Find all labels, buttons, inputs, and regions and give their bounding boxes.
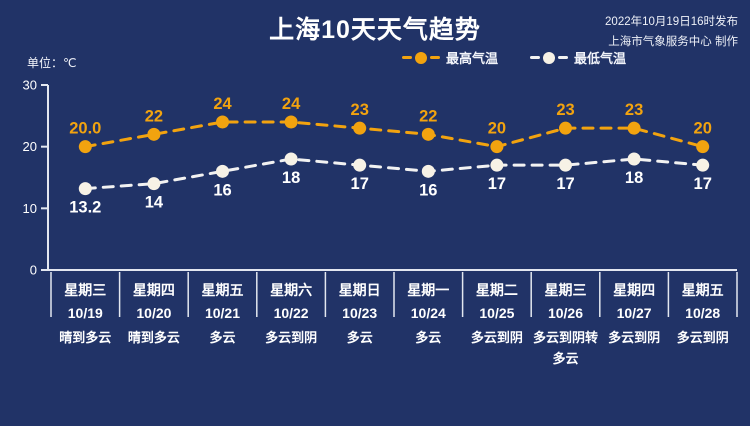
day-weekday-label: 星期二 <box>476 282 518 298</box>
high-temp-value-label: 24 <box>282 95 301 113</box>
high-temp-value-label: 20 <box>694 120 712 138</box>
day-date-label: 10/23 <box>342 305 377 321</box>
day-weather-label: 多云到阴转 <box>533 330 598 345</box>
high-temp-series-point <box>216 115 229 129</box>
low-temp-series-point <box>490 158 504 172</box>
day-weather-label: 多云到阴 <box>471 330 523 345</box>
high-temp-series-point <box>627 121 641 135</box>
day-date-label: 10/28 <box>685 305 720 321</box>
high-temp-series-line <box>83 120 705 149</box>
day-weather-label: 多云 <box>209 330 235 345</box>
y-tick-label: 10 <box>23 201 37 216</box>
low-temp-series-line <box>83 157 705 191</box>
day-date-label: 10/21 <box>205 305 240 321</box>
high-temp-value-label: 20 <box>488 120 506 138</box>
day-date-label: 10/22 <box>274 305 309 321</box>
day-weekday-label: 星期五 <box>682 282 724 298</box>
high-temp-value-label: 23 <box>625 101 643 119</box>
high-temp-value-label: 22 <box>419 107 437 125</box>
low-temp-series-point <box>216 164 229 178</box>
high-temp-series-point <box>284 115 298 129</box>
day-date-label: 10/20 <box>136 305 171 321</box>
high-temp-series-point <box>559 121 572 135</box>
high-temp-series-point <box>78 140 92 154</box>
day-date-label: 10/19 <box>68 305 103 321</box>
page-title: 上海10天天气趋势 <box>269 16 481 44</box>
legend-item-low: 最低气温 <box>530 48 626 67</box>
low-temp-series-point <box>284 152 298 166</box>
low-temp-value-label: 14 <box>145 194 164 212</box>
publish-date: 2022年10月19日16时发布 <box>605 16 738 28</box>
day-weather-label: 多云到阴 <box>677 330 729 345</box>
low-temp-value-label: 13.2 <box>69 199 101 217</box>
high-temp-series-point <box>490 140 504 154</box>
day-weekday-label: 星期一 <box>407 282 449 298</box>
day-weather-label-line2: 多云 <box>552 351 578 366</box>
chart-legend: 最高气温 最低气温 <box>402 48 626 67</box>
low-temp-value-label: 18 <box>625 169 643 187</box>
high-temp-marker-icon <box>402 51 440 64</box>
high-temp-value-label: 20.0 <box>69 120 101 138</box>
legend-item-high: 最高气温 <box>402 48 498 67</box>
day-weather-label: 多云 <box>415 330 441 345</box>
low-temp-value-label: 17 <box>556 175 574 193</box>
unit-label: 单位：℃ <box>27 56 77 70</box>
legend-low-label: 最低气温 <box>574 51 627 66</box>
day-weekday-label: 星期六 <box>270 282 312 298</box>
low-temp-series-point <box>421 164 435 178</box>
day-date-label: 10/24 <box>411 305 446 321</box>
publish-info: 2022年10月19日16时发布 上海市气象服务中心 制作 <box>605 13 738 52</box>
low-temp-value-label: 16 <box>213 181 231 199</box>
y-tick-label: 20 <box>23 139 37 154</box>
high-temp-value-label: 22 <box>145 107 163 125</box>
high-temp-series-point <box>421 127 435 141</box>
day-weekday-label: 星期三 <box>545 282 587 298</box>
high-temp-series-point <box>353 121 367 135</box>
low-temp-value-label: 17 <box>351 175 369 193</box>
day-weekday-label: 星期三 <box>64 282 106 298</box>
low-temp-value-label: 18 <box>282 169 300 187</box>
low-temp-series-point <box>627 152 641 166</box>
high-temp-value-label: 23 <box>556 101 574 119</box>
legend-high-label: 最高气温 <box>446 51 499 66</box>
low-temp-marker-icon <box>530 51 569 64</box>
day-weekday-label: 星期四 <box>613 282 655 298</box>
day-date-label: 10/26 <box>548 305 583 321</box>
low-temp-series-point <box>147 177 161 191</box>
high-temp-value-label: 24 <box>213 95 232 113</box>
low-temp-series-point <box>559 158 572 172</box>
day-weekday-label: 星期日 <box>339 282 381 298</box>
day-weather-label: 晴到多云 <box>59 330 111 345</box>
day-weather-label: 多云 <box>347 330 373 345</box>
day-weekday-label: 星期五 <box>202 282 244 298</box>
day-weather-label: 多云到阴 <box>265 330 317 345</box>
day-weather-label: 多云到阴 <box>608 330 660 345</box>
day-date-label: 10/27 <box>617 305 652 321</box>
low-temp-series-point <box>353 158 367 172</box>
day-date-label: 10/25 <box>479 305 514 321</box>
day-weather-label: 晴到多云 <box>128 330 180 345</box>
low-temp-series-point <box>78 182 92 196</box>
day-weekday-label: 星期四 <box>133 282 175 298</box>
low-temp-value-label: 16 <box>419 181 437 199</box>
high-temp-value-label: 23 <box>351 101 369 119</box>
y-tick-label: 0 <box>30 263 37 278</box>
publish-author: 上海市气象服务中心 制作 <box>608 35 738 48</box>
low-temp-value-label: 17 <box>488 175 506 193</box>
high-temp-series-point <box>696 140 710 154</box>
high-temp-series-point <box>147 127 161 141</box>
y-tick-label: 30 <box>23 78 37 93</box>
low-temp-value-label: 17 <box>694 175 712 193</box>
low-temp-series-point <box>696 158 710 172</box>
